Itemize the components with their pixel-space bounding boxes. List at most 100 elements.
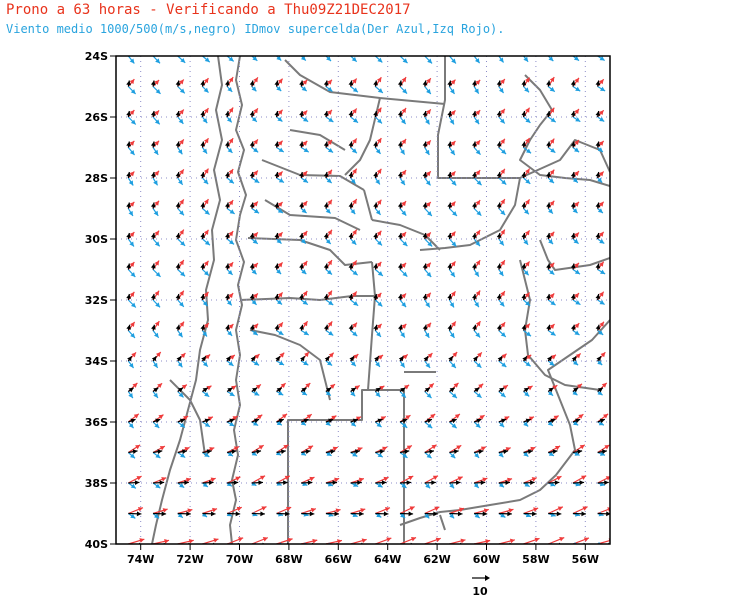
mean-wind-arrow-head — [150, 233, 156, 238]
mean-wind-arrow-head — [249, 141, 255, 147]
right-mover-arrow-head — [451, 58, 456, 64]
left-mover-arrow-head — [475, 260, 481, 266]
mean-wind-arrow-head — [383, 511, 389, 517]
mean-wind-arrow-head — [521, 202, 527, 208]
right-mover-arrow-head — [277, 299, 283, 305]
left-mover-arrow-head — [212, 507, 218, 513]
mean-wind-arrow-head — [249, 233, 255, 238]
left-mover-arrow-head — [598, 79, 604, 85]
left-mover-arrow-head — [574, 323, 580, 329]
left-mover-arrow-head — [154, 170, 160, 176]
mean-wind-arrow-head — [449, 387, 455, 393]
mean-wind-arrow-head — [422, 324, 428, 330]
mean-wind-arrow — [350, 56, 352, 57]
left-mover-arrow-head — [179, 109, 184, 115]
left-mover-arrow-head — [574, 262, 579, 268]
reference-vector-label: 10 — [472, 585, 488, 598]
right-mover-arrow-head — [226, 300, 232, 306]
right-mover-arrow-head — [278, 147, 284, 153]
right-mover-arrow-head — [451, 241, 457, 247]
right-mover-arrow-head — [376, 331, 381, 337]
right-mover-arrow-head — [499, 118, 505, 124]
left-mover-arrow-head — [500, 199, 505, 205]
mean-wind-arrow-head — [134, 480, 140, 486]
left-mover-arrow-head — [534, 537, 540, 543]
mean-wind-arrow-head — [474, 387, 480, 393]
right-mover-arrow-head — [300, 56, 306, 61]
left-mover-arrow-head — [277, 171, 283, 177]
right-mover-arrow-head — [525, 118, 531, 123]
right-mover-arrow-head — [498, 57, 504, 63]
mean-wind-arrow-head — [447, 111, 453, 116]
left-mover-arrow-head — [164, 539, 170, 544]
mean-wind-arrow-head — [323, 233, 329, 238]
mean-wind-arrow-head — [472, 356, 478, 362]
left-mover-arrow-head — [204, 199, 209, 205]
mean-wind-arrow-head — [546, 233, 551, 238]
left-mover-arrow-head — [229, 47, 233, 52]
mean-wind-arrow-head — [570, 111, 576, 116]
right-mover-arrow-head — [597, 390, 603, 396]
right-mover-arrow-head — [301, 208, 307, 214]
left-mover-arrow-head — [129, 140, 135, 146]
right-mover-arrow-head — [251, 451, 257, 456]
right-mover-arrow-head — [303, 360, 309, 366]
left-mover-arrow-head — [460, 538, 466, 544]
mean-wind-arrow-head — [348, 172, 354, 177]
mean-wind-arrow-head — [285, 511, 290, 517]
mean-wind-arrow-head — [447, 233, 453, 238]
right-mover-arrow-head — [254, 391, 260, 396]
left-mover-arrow-head — [500, 108, 505, 114]
right-mover-arrow-head — [229, 391, 235, 396]
right-mover-arrow-head — [254, 178, 260, 183]
mean-wind-arrow-head — [159, 480, 165, 486]
right-mover-arrow-head — [228, 56, 234, 62]
right-mover-arrow-head — [573, 238, 579, 244]
right-mover-arrow-head — [352, 331, 358, 337]
right-mover-arrow-head — [574, 451, 580, 456]
left-mover-arrow-head — [307, 445, 314, 451]
left-mover-arrow-head — [600, 352, 606, 358]
right-mover-arrow-head — [328, 117, 334, 123]
lat-tick-label: 40S — [85, 538, 108, 551]
mean-wind-arrow-head — [225, 50, 230, 55]
mean-wind-arrow-head — [151, 50, 156, 55]
left-mover-arrow-head — [352, 322, 357, 328]
left-mover-arrow-head — [579, 444, 585, 450]
right-mover-arrow-head — [597, 360, 603, 366]
mean-wind-arrow-head — [532, 511, 537, 517]
mean-wind-arrow-head — [521, 80, 527, 86]
left-mover-arrow-head — [213, 538, 219, 543]
left-mover-arrow — [375, 56, 377, 57]
mean-wind-arrow-head — [278, 418, 284, 424]
right-mover-arrow-head — [424, 513, 430, 519]
mean-wind-arrow-head — [274, 50, 279, 55]
left-mover-arrow-head — [500, 78, 505, 84]
left-mover-arrow-head — [253, 201, 258, 207]
right-mover-arrow-head — [154, 241, 160, 247]
right-mover-arrow-head — [180, 240, 186, 246]
chart-subtitle: Viento medio 1000/500(m/s,negro) IDmov s… — [6, 22, 505, 36]
mean-wind-arrow-head — [422, 233, 428, 238]
left-mover-arrow-head — [253, 108, 258, 114]
left-mover-arrow-head — [302, 231, 308, 237]
mean-wind-arrow-head — [478, 449, 484, 455]
left-mover-arrow-head — [130, 48, 135, 53]
left-mover-arrow-head — [303, 49, 308, 54]
left-mover-arrow-head — [382, 446, 388, 452]
left-mover-arrow-head — [154, 290, 160, 296]
left-mover-arrow-head — [598, 140, 604, 146]
mean-wind-arrow-head — [447, 172, 453, 177]
left-mover-arrow-head — [552, 385, 558, 390]
right-mover-arrow-head — [498, 270, 504, 277]
mean-wind-arrow-head — [157, 449, 163, 455]
right-mover-arrow-head — [301, 390, 307, 396]
left-mover-arrow-head — [327, 199, 332, 205]
left-mover-arrow-head — [598, 201, 604, 207]
right-mover-arrow-head — [524, 209, 529, 215]
right-mover-arrow-head — [523, 56, 529, 62]
right-mover-arrow-head — [327, 481, 333, 487]
right-mover-arrow-head — [276, 420, 282, 426]
mean-wind-arrow-head — [274, 141, 280, 147]
left-mover-arrow-head — [130, 321, 135, 327]
